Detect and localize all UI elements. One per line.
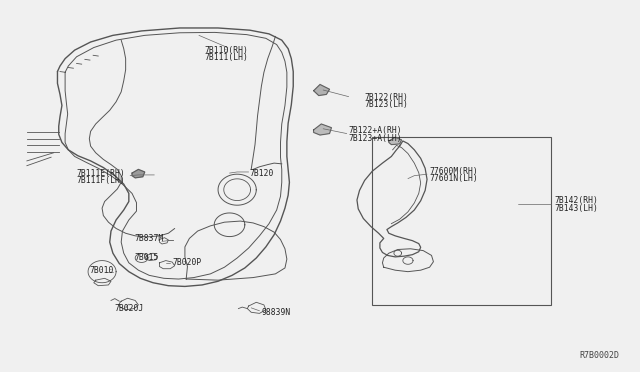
Text: 77600M(RH): 77600M(RH) [429,167,478,176]
Text: 7B111F(LH): 7B111F(LH) [77,176,125,185]
Text: 7B142(RH): 7B142(RH) [554,196,598,205]
Text: 7B143(LH): 7B143(LH) [554,203,598,213]
Text: 7B123+A(LH): 7B123+A(LH) [349,134,403,142]
Text: 7B122(RH): 7B122(RH) [365,93,408,102]
Text: 7B111E(RH): 7B111E(RH) [77,169,125,177]
Polygon shape [389,137,401,145]
Text: R7B0002D: R7B0002D [579,351,620,360]
Text: 7B010: 7B010 [90,266,114,275]
Text: 7B015: 7B015 [134,253,158,263]
Text: 7B123(LH): 7B123(LH) [365,100,408,109]
Polygon shape [314,84,330,96]
Text: 7B837M: 7B837M [134,234,163,243]
Text: 7B111(LH): 7B111(LH) [204,53,248,62]
Text: 77601N(LH): 77601N(LH) [429,174,478,183]
Text: 7B020J: 7B020J [115,304,144,313]
Text: 7B120: 7B120 [250,169,275,177]
Bar [372,137,550,305]
Text: 7B020P: 7B020P [172,258,202,267]
Text: 7B122+A(RH): 7B122+A(RH) [349,126,403,135]
Polygon shape [132,169,145,178]
Text: 7B110(RH): 7B110(RH) [204,46,248,55]
Polygon shape [314,124,332,135]
Text: 98839N: 98839N [261,308,291,317]
